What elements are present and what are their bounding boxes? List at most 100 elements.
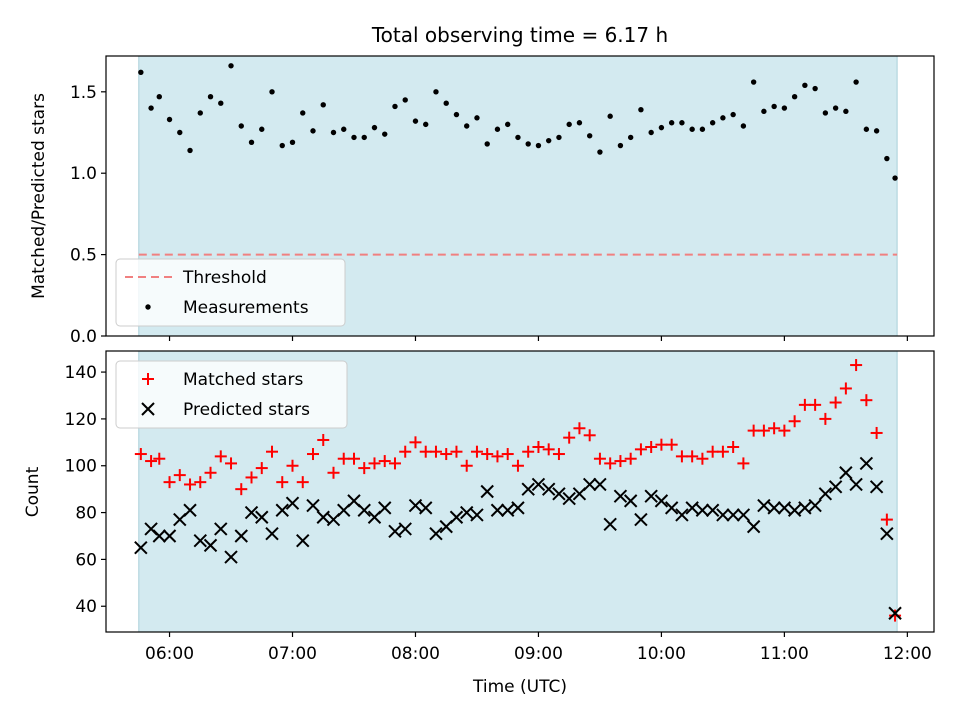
measurement-point bbox=[720, 115, 726, 121]
measurements-legend-swatch bbox=[145, 304, 151, 310]
ratio-y-tick-label: 1.5 bbox=[70, 83, 97, 103]
matched-star-point bbox=[491, 450, 504, 463]
predicted-star-point bbox=[716, 508, 730, 522]
matched-star-point bbox=[706, 445, 719, 458]
measurement-point bbox=[248, 139, 255, 145]
measurement-point bbox=[433, 89, 439, 95]
measurement-point bbox=[709, 120, 716, 126]
measurement-point bbox=[689, 126, 695, 132]
predicted-star-point bbox=[296, 533, 310, 548]
predicted-star-point bbox=[500, 503, 515, 517]
matched-star-point bbox=[614, 455, 627, 468]
predicted-star-point bbox=[285, 496, 300, 510]
x-tick-label: 07:00 bbox=[268, 644, 317, 664]
count-y-axis-label: Count bbox=[23, 466, 43, 517]
x-tick-label: 12:00 bbox=[883, 644, 932, 664]
measurement-point bbox=[341, 126, 347, 132]
measurement-point bbox=[228, 63, 234, 69]
measurement-point bbox=[556, 134, 562, 141]
matched-star-point bbox=[542, 443, 555, 456]
predicted-star-point bbox=[705, 503, 720, 517]
matched-star-point bbox=[409, 436, 422, 449]
matched-star-point bbox=[839, 382, 852, 395]
measurement-point bbox=[679, 120, 685, 126]
matched-star-point bbox=[481, 448, 494, 461]
predicted-star-point bbox=[798, 501, 812, 515]
count-y-tick-label: 40 bbox=[75, 597, 97, 617]
matched-legend-label: Matched stars bbox=[183, 370, 303, 390]
predicted-star-point bbox=[214, 522, 228, 536]
measurement-point bbox=[515, 134, 521, 141]
measurement-point bbox=[207, 93, 214, 100]
predicted-star-point bbox=[695, 503, 710, 517]
predicted-star-point bbox=[134, 540, 148, 555]
predicted-star-point bbox=[664, 501, 679, 515]
measurement-point bbox=[566, 121, 572, 128]
matched-star-point bbox=[307, 448, 319, 461]
predicted-star-point bbox=[562, 491, 576, 506]
predicted-star-point bbox=[726, 508, 740, 522]
matched-star-point bbox=[665, 438, 678, 451]
predicted-star-point bbox=[603, 517, 617, 531]
measurement-point bbox=[740, 123, 747, 129]
predicted-star-point bbox=[828, 480, 843, 494]
measurement-point bbox=[843, 108, 849, 115]
matched-star-point bbox=[737, 457, 750, 470]
predicted-star-point bbox=[275, 503, 289, 517]
matched-star-point bbox=[429, 445, 442, 458]
matched-star-point bbox=[686, 450, 699, 463]
count-y-tick-label: 80 bbox=[75, 504, 97, 524]
count-x-axis: 06:00 07:00 08:00 09:00 10:00 11:00 12:00 bbox=[145, 632, 932, 664]
count-y-tick-label: 120 bbox=[65, 410, 97, 430]
matched-star-point bbox=[860, 394, 873, 407]
x-tick-label: 09:00 bbox=[514, 644, 563, 664]
matched-star-point bbox=[276, 476, 289, 489]
predicted-star-point bbox=[685, 501, 699, 515]
measurement-point bbox=[197, 110, 203, 116]
measurement-point bbox=[586, 133, 593, 139]
matched-star-point bbox=[552, 448, 565, 461]
ratio-y-axis: 0.0 0.5 1.0 1.5 bbox=[70, 83, 106, 347]
predicted-star-point bbox=[654, 494, 669, 508]
matched-star-point bbox=[870, 426, 883, 439]
matched-star-point bbox=[675, 450, 688, 463]
matched-star-point bbox=[163, 476, 176, 489]
measurement-point bbox=[453, 111, 460, 118]
predicted-star-point bbox=[388, 524, 402, 539]
measurement-point bbox=[791, 93, 798, 100]
matched-star-point bbox=[778, 424, 791, 437]
predicted-star-point bbox=[449, 510, 464, 524]
measurement-point bbox=[218, 100, 224, 106]
measurement-point bbox=[699, 126, 706, 132]
predicted-star-point bbox=[531, 477, 546, 492]
predicted-legend-label: Predicted stars bbox=[183, 400, 310, 420]
matched-star-point bbox=[880, 513, 893, 526]
measurement-point bbox=[148, 105, 154, 111]
matched-star-point bbox=[460, 459, 473, 472]
matched-star-point bbox=[798, 398, 811, 411]
matched-star-point bbox=[850, 359, 863, 372]
matched-star-point bbox=[727, 441, 740, 454]
measurement-point bbox=[822, 110, 829, 116]
predicted-star-point bbox=[849, 477, 863, 492]
predicted-star-point bbox=[203, 538, 218, 553]
matched-star-point bbox=[511, 459, 524, 472]
threshold-legend-label: Threshold bbox=[182, 268, 267, 288]
matched-star-point bbox=[204, 466, 217, 479]
matched-star-point bbox=[388, 457, 401, 470]
matched-star-point bbox=[184, 478, 197, 491]
predicted-star-point bbox=[255, 510, 269, 524]
measurement-point bbox=[802, 82, 808, 89]
measurement-point bbox=[627, 134, 634, 141]
measurement-point bbox=[597, 149, 603, 155]
measurement-point bbox=[863, 126, 870, 132]
x-tick-label: 10:00 bbox=[637, 644, 686, 664]
matched-star-point bbox=[501, 448, 514, 461]
predicted-star-point bbox=[767, 501, 781, 515]
matched-star-point bbox=[368, 457, 381, 470]
measurement-point bbox=[443, 100, 449, 106]
predicted-stars-layer bbox=[134, 456, 902, 620]
matched-star-point bbox=[470, 445, 483, 458]
predicted-star-point bbox=[880, 526, 894, 541]
matched-star-point bbox=[757, 424, 770, 437]
